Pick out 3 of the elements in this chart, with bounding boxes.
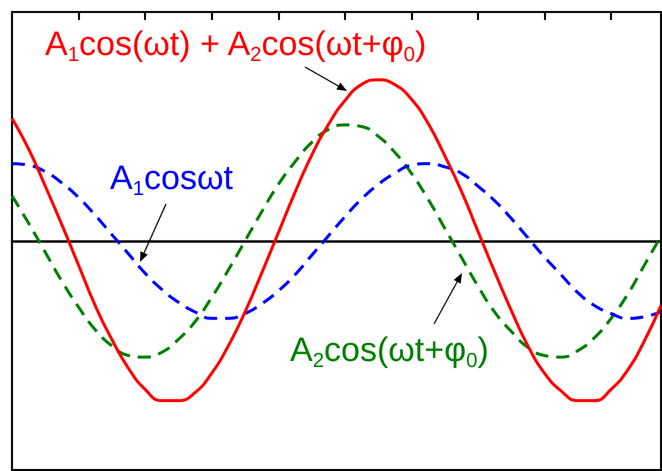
series-label: A$_{1}$cos(ωt) + A$_{2}$cos(ωt+φ$_{0}$): [45, 25, 426, 66]
series-label: A$_{1}$cosωt: [110, 159, 233, 200]
series-label: A$_{2}$cos(ωt+φ$_{0}$): [290, 331, 489, 372]
